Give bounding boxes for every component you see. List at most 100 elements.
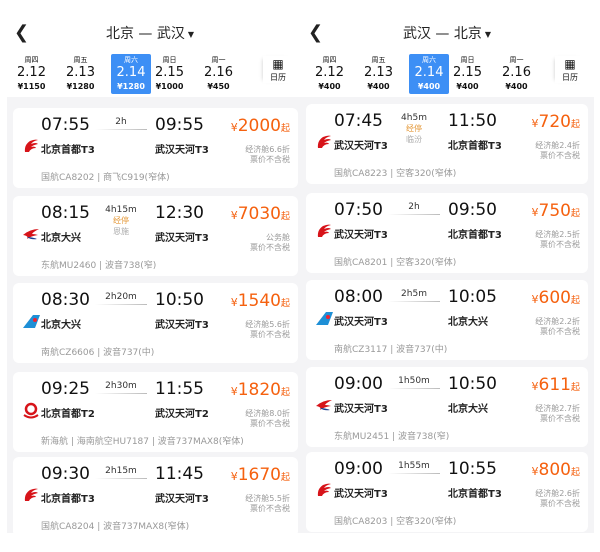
price-value: 1820 — [237, 380, 281, 400]
date-tab[interactable]: 周日 2.15 ¥400 — [443, 54, 492, 94]
arrival-time: 10:05 — [448, 287, 497, 307]
date-weekday: 周五 — [371, 56, 386, 64]
arrival-airport: 北京大兴 — [448, 317, 488, 328]
date-lowest-price: ¥400 — [456, 82, 479, 91]
currency: ¥ — [230, 385, 238, 398]
flight-duration: 4h15m — [105, 205, 137, 215]
chevron-left-icon[interactable]: ❮ — [14, 22, 30, 43]
date-tab[interactable]: 周一 2.16 ¥450 — [194, 54, 243, 94]
date-tab[interactable]: 周日 2.15 ¥1000 — [145, 54, 194, 94]
cabin-discount: 经济舱2.5折 — [535, 230, 580, 239]
flight-duration-block: 1h50m — [382, 376, 446, 389]
currency: ¥ — [531, 380, 539, 393]
price: ¥1670起 — [231, 465, 290, 485]
duration-line — [388, 214, 440, 215]
departure-time: 08:30 — [41, 290, 90, 310]
tax-note: 票价不含税 — [540, 327, 580, 336]
fare-note: 经济舱2.6折 票价不含税 — [535, 489, 580, 509]
calendar-button[interactable]: ▦ 日历 — [263, 56, 293, 83]
arrival-airport: 北京首都T3 — [448, 141, 502, 152]
price: ¥2000起 — [231, 116, 290, 136]
duration-line — [95, 478, 147, 479]
date-day: 2.13 — [66, 65, 95, 80]
date-day: 2.12 — [315, 65, 344, 80]
departure-airport: 武汉天河T3 — [334, 230, 388, 241]
date-weekday: 周日 — [162, 56, 177, 64]
price-value: 2000 — [237, 116, 281, 136]
route-title[interactable]: 北京 — 武汉 ▼ — [0, 23, 300, 43]
date-lowest-price: ¥1150 — [17, 82, 46, 91]
flight-duration: 2h30m — [105, 381, 137, 391]
departure-time: 07:50 — [334, 200, 383, 220]
date-weekday: 周五 — [73, 56, 88, 64]
date-weekday: 周一 — [509, 56, 524, 64]
date-tab[interactable]: 周一 2.16 ¥400 — [492, 54, 541, 94]
date-tab[interactable]: 周六 2.14 ¥400 — [409, 54, 449, 94]
flight-card[interactable]: 07:50 武汉天河T3 2h 09:50 北京首都T3 ¥750起 经济舱2.… — [306, 193, 588, 273]
route-title[interactable]: 武汉 — 北京 ▼ — [300, 23, 594, 43]
price-from-label: 起 — [280, 124, 290, 134]
flight-card[interactable]: 07:55 北京首都T3 2h 09:55 武汉天河T3 ¥2000起 经济舱6… — [13, 108, 298, 188]
flight-card[interactable]: 08:15 北京大兴 4h15m 经停 恩施 12:30 武汉天河T3 ¥7030… — [13, 196, 298, 276]
date-weekday: 周四 — [24, 56, 39, 64]
flight-info: 国航CA8202 | 商飞C919(窄体) — [41, 173, 170, 183]
duration-line — [388, 473, 440, 474]
date-tab[interactable]: 周五 2.13 ¥400 — [354, 54, 403, 94]
arrival-time: 12:30 — [155, 203, 204, 223]
date-weekday: 周一 — [211, 56, 226, 64]
currency: ¥ — [531, 206, 539, 219]
fare-note: 经济舱8.0折 票价不含税 — [245, 409, 290, 429]
date-lowest-price: ¥1280 — [117, 82, 145, 91]
date-day: 2.14 — [116, 65, 146, 80]
arrival-airport: 武汉天河T3 — [155, 320, 209, 331]
china-eastern-logo — [21, 224, 41, 244]
cabin-discount: 经济舱5.5折 — [245, 494, 290, 503]
flight-duration-block: 4h15m 经停 恩施 — [89, 205, 153, 237]
flight-card[interactable]: 09:30 北京首都T3 2h15m 11:45 武汉天河T3 ¥1670起 经… — [13, 457, 298, 537]
price-from-label: 起 — [570, 209, 580, 219]
date-day: 2.16 — [502, 65, 531, 80]
date-day: 2.13 — [364, 65, 393, 80]
tax-note: 票价不含税 — [250, 419, 290, 428]
chevron-left-icon[interactable]: ❮ — [308, 22, 324, 43]
stop-city: 临汾 — [406, 135, 422, 144]
arrival-time: 11:55 — [155, 379, 204, 399]
route-title-text: 北京 — 武汉 — [105, 26, 185, 42]
price-value: 750 — [538, 201, 571, 221]
flight-duration-block: 2h30m — [89, 381, 153, 394]
calendar-button[interactable]: ▦ 日历 — [555, 56, 585, 83]
flight-card[interactable]: 09:00 武汉天河T3 1h55m 10:55 北京首都T3 ¥800起 经济… — [306, 452, 588, 532]
price-from-label: 起 — [280, 299, 290, 309]
cabin-discount: 经济舱2.4折 — [535, 141, 580, 150]
price: ¥1820起 — [231, 380, 290, 400]
flight-card[interactable]: 07:45 武汉天河T3 4h5m 经停 临汾 11:50 北京首都T3 ¥720… — [306, 104, 588, 184]
price-value: 600 — [538, 288, 571, 308]
date-tab[interactable]: 周五 2.13 ¥1280 — [56, 54, 105, 94]
date-weekday: 周四 — [322, 56, 337, 64]
stop-label: 经停 — [406, 124, 422, 133]
price: ¥7030起 — [231, 204, 290, 224]
fare-note: 经济舱5.5折 票价不含税 — [245, 494, 290, 514]
flight-duration: 2h5m — [401, 289, 427, 299]
flight-card[interactable]: 08:00 武汉天河T3 2h5m 10:05 北京大兴 ¥600起 经济舱2.… — [306, 280, 588, 360]
flight-duration-block: 2h15m — [89, 466, 153, 479]
arrival-airport: 武汉天河T2 — [155, 409, 209, 420]
flight-card[interactable]: 09:00 武汉天河T3 1h50m 10:50 北京大兴 ¥611起 经济舱2… — [306, 367, 588, 447]
date-lowest-price: ¥400 — [318, 82, 341, 91]
departure-airport: 武汉天河T3 — [334, 141, 388, 152]
flight-card[interactable]: 09:25 北京首都T2 2h30m 11:55 武汉天河T2 ¥1820起 经… — [13, 372, 298, 452]
flight-info: 东航MU2460 | 波音738(窄) — [41, 261, 157, 271]
date-tab[interactable]: 周四 2.12 ¥1150 — [7, 54, 56, 94]
cabin-discount: 经济舱6.6折 — [245, 145, 290, 154]
flight-duration-block: 4h5m 经停 临汾 — [382, 113, 446, 145]
date-lowest-price: ¥1280 — [66, 82, 95, 91]
date-tab[interactable]: 周四 2.12 ¥400 — [305, 54, 354, 94]
flight-card[interactable]: 08:30 北京大兴 2h20m 10:50 武汉天河T3 ¥1540起 经济舱… — [13, 283, 298, 363]
price-value: 1670 — [237, 465, 281, 485]
date-tab[interactable]: 周六 2.14 ¥1280 — [111, 54, 151, 94]
tax-note: 票价不含税 — [540, 151, 580, 160]
departure-time: 07:55 — [41, 115, 90, 135]
flight-duration: 1h55m — [398, 461, 430, 471]
price-from-label: 起 — [570, 468, 580, 478]
departure-airport: 北京大兴 — [41, 233, 81, 244]
